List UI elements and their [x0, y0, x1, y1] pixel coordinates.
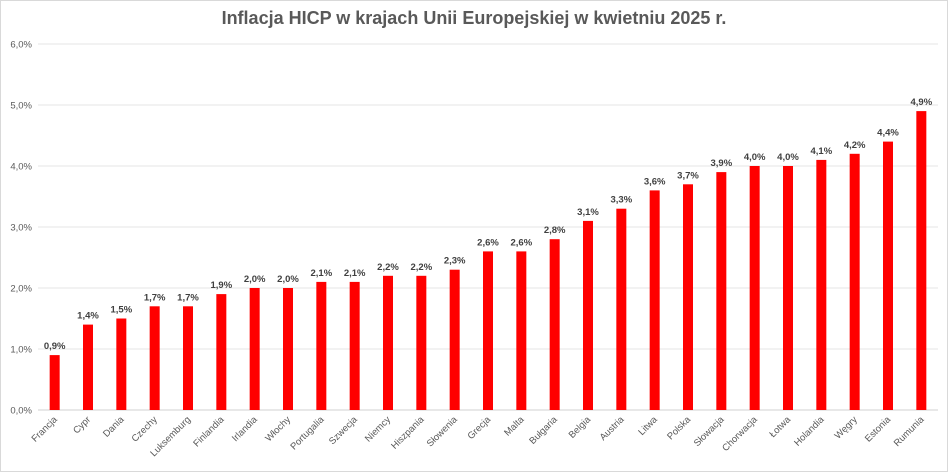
bar [116, 318, 127, 410]
bar [416, 275, 427, 410]
x-tick-label: Słowenia [425, 414, 461, 450]
y-tick-label: 4,0% [10, 162, 32, 173]
x-tick-label: Węgry [833, 414, 860, 441]
data-label: 4,0% [777, 152, 799, 163]
bar [249, 288, 260, 410]
data-label: 2,6% [511, 237, 533, 248]
bar [649, 190, 660, 410]
bar [749, 166, 760, 410]
bar [316, 281, 327, 410]
data-label: 3,6% [644, 176, 666, 187]
bar [583, 220, 593, 410]
x-tick-label: Estonia [863, 414, 894, 445]
data-label: 4,9% [911, 97, 933, 108]
data-label: 2,2% [411, 262, 433, 273]
x-tick-label: Malta [502, 414, 527, 439]
x-tick-label: Finlandia [191, 414, 227, 450]
data-label: 1,7% [177, 292, 199, 303]
x-tick-label: Chorwacja [720, 414, 760, 454]
bar [883, 141, 893, 410]
x-tick-label: Bułgaria [527, 414, 560, 447]
x-tick-label: Portugalia [288, 414, 327, 453]
bar [849, 153, 860, 411]
data-label: 2,3% [444, 256, 466, 267]
bar [49, 355, 60, 410]
data-label: 4,4% [877, 128, 899, 139]
data-label: 2,2% [377, 262, 399, 273]
bar [816, 159, 827, 410]
bar [783, 166, 793, 410]
y-tick-label: 1,0% [10, 345, 32, 356]
x-tick-label: Szwecja [327, 414, 360, 447]
y-tick-label: 6,0% [10, 40, 32, 51]
data-label: 2,1% [344, 268, 366, 279]
bar [916, 111, 927, 410]
bar [383, 275, 393, 410]
bar [483, 251, 493, 410]
bar [616, 208, 627, 410]
bar [516, 251, 527, 410]
bar [283, 288, 293, 410]
data-label: 3,3% [611, 195, 633, 206]
x-tick-label: Cypr [71, 414, 93, 436]
bar [216, 294, 227, 410]
x-tick-label: Czechy [130, 414, 160, 444]
bar [349, 281, 360, 410]
data-label: 0,9% [44, 341, 66, 352]
bar [683, 184, 693, 410]
data-label: 1,4% [77, 311, 99, 322]
data-label: 4,1% [811, 146, 833, 157]
data-label: 4,2% [844, 140, 866, 151]
bar [149, 306, 160, 410]
data-label: 2,0% [277, 274, 299, 285]
x-tick-label: Włochy [263, 414, 293, 444]
data-label: 3,7% [677, 170, 699, 181]
x-tick-label: Holandia [792, 414, 827, 449]
data-label: 3,1% [577, 207, 599, 218]
bar [83, 324, 93, 410]
y-tick-label: 3,0% [10, 223, 32, 234]
y-tick-label: 5,0% [10, 101, 32, 112]
data-label: 1,7% [144, 292, 166, 303]
data-label: 1,5% [111, 305, 133, 316]
data-label: 2,8% [544, 225, 566, 236]
x-tick-label: Łotwa [767, 414, 793, 440]
y-tick-label: 2,0% [10, 284, 32, 295]
chart-title: Inflacja HICP w krajach Unii Europejskie… [221, 8, 727, 28]
x-tick-label: Francja [30, 414, 61, 445]
x-tick-label: Litwa [636, 414, 660, 438]
x-tick-label: Austria [598, 414, 627, 443]
data-label: 2,0% [244, 274, 266, 285]
bar [183, 306, 193, 410]
data-label: 1,9% [211, 280, 233, 291]
x-tick-label: Niemcy [363, 414, 393, 444]
x-tick-label: Belgia [567, 414, 594, 441]
x-tick-label: Hiszpania [389, 414, 427, 452]
data-label: 3,9% [711, 158, 733, 169]
y-tick-label: 0,0% [10, 406, 32, 417]
bar [449, 269, 460, 410]
x-tick-label: Polska [665, 414, 693, 442]
data-label: 2,1% [311, 268, 333, 279]
x-tick-label: Rumunia [892, 414, 927, 449]
x-tick-label: Irlandia [230, 414, 260, 444]
bar [716, 172, 727, 410]
x-tick-label: Dania [101, 414, 127, 440]
data-label: 2,6% [477, 237, 499, 248]
data-label: 4,0% [744, 152, 766, 163]
bar [549, 239, 560, 410]
x-tick-label: Grecja [466, 414, 494, 442]
